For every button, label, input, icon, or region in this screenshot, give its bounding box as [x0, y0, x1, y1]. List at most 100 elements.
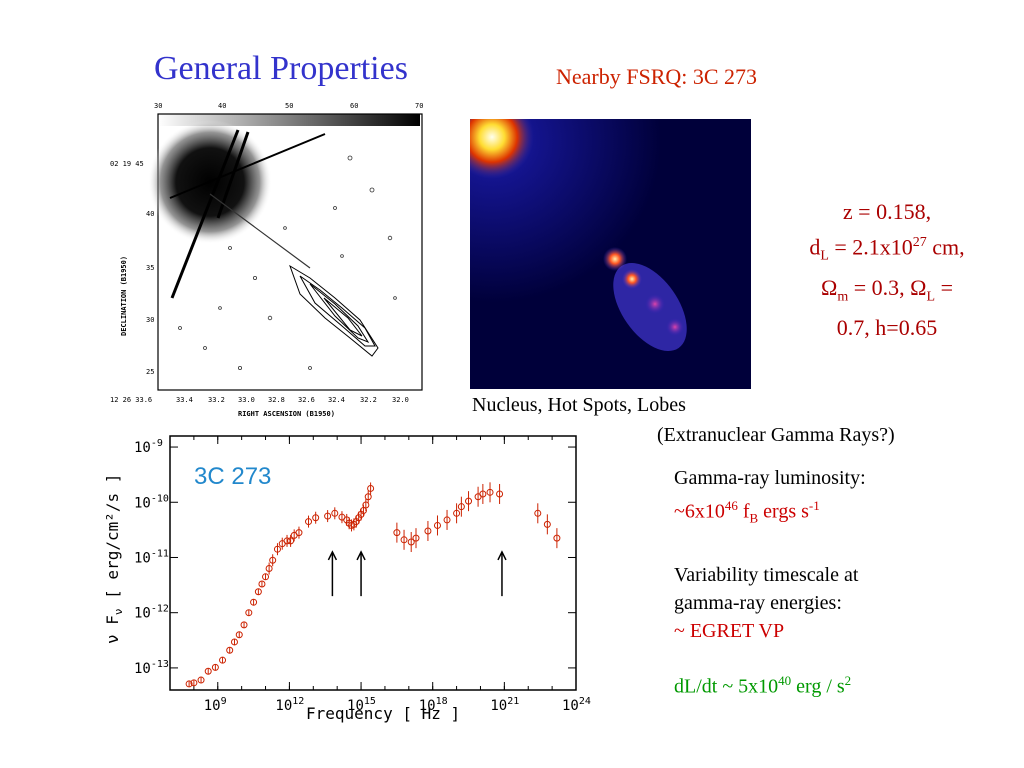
data-point: [185, 680, 193, 688]
ra-tick: 33.4: [176, 396, 193, 404]
data-point: [295, 529, 303, 537]
ra-tick: 32.2: [360, 396, 377, 404]
y-tick-label: 10-10: [134, 493, 169, 511]
y-axis-label-sub: ν: [112, 608, 125, 615]
data-point: [412, 534, 420, 542]
arrow-head: [497, 550, 507, 561]
y-axis-label-rest: [ erg/cm²/s ]: [103, 474, 122, 609]
dec-tick: 25: [146, 368, 154, 376]
dldt-value: dL/dt ~ 5x1040 erg / s2: [674, 672, 852, 698]
gamma-luminosity-label: Gamma-ray luminosity:: [674, 467, 866, 489]
ra-tick: 32.6: [298, 396, 315, 404]
x-tick-label: 1012: [275, 696, 304, 714]
xray-image: [470, 119, 751, 389]
colorbar-tick: 50: [285, 102, 293, 110]
data-point: [357, 510, 365, 518]
image-caption: Nucleus, Hot Spots, Lobes: [472, 394, 686, 416]
variability-line: Variability timescale at: [674, 563, 859, 586]
redshift-line: z = 0.158,: [842, 199, 932, 224]
data-point: [553, 534, 561, 542]
ra-tick: 33.0: [238, 396, 255, 404]
dec-tick: 02 19 45: [110, 160, 144, 168]
data-points: [185, 482, 561, 688]
x-axis-ticks: 109 1012 1015 1018 1021 1024: [204, 436, 591, 714]
diffraction-spike: [169, 133, 326, 199]
data-point: [534, 509, 542, 517]
data-point: [269, 556, 277, 564]
data-point: [345, 519, 353, 527]
diffraction-spike: [209, 193, 311, 269]
radio-map-frame: [157, 113, 423, 391]
luminosity-distance-line: dL = 2.1x1027 cm,: [809, 234, 965, 264]
data-point: [211, 663, 219, 671]
jet-contours: [289, 264, 379, 357]
slide-subtitle: Nearby FSRQ: 3C 273: [556, 64, 758, 89]
data-point: [453, 509, 461, 517]
data-point: [262, 573, 270, 581]
xray-hotspot: [603, 247, 627, 271]
colorbar-tick: 60: [350, 102, 358, 110]
data-point: [258, 580, 266, 588]
dec-tick: 40: [146, 210, 154, 218]
x-axis-label: Frequency [ Hz ]: [306, 704, 460, 723]
gamma-luminosity-value: ~6x1046 fB ergs s-1: [674, 498, 820, 526]
minor-ticks: [169, 436, 577, 690]
data-point: [400, 536, 408, 544]
data-point: [457, 503, 465, 511]
xray-nucleus: [470, 119, 534, 179]
data-point: [443, 516, 451, 524]
ra-tick: 32.0: [392, 396, 409, 404]
cosmology-parameters: z = 0.158, dL = 2.1x1027 cm, Ωm = 0.3, Ω…: [772, 196, 1002, 343]
ra-tick: 32.4: [328, 396, 345, 404]
x-tick-label: 1018: [419, 696, 448, 714]
data-point: [312, 514, 320, 522]
data-point: [197, 676, 205, 684]
y-axis-label-nu: ν F: [103, 615, 122, 644]
omega-line: Ωm = 0.3, ΩL =: [820, 274, 953, 305]
data-point: [496, 490, 504, 498]
data-point: [362, 501, 370, 509]
data-point: [486, 488, 494, 496]
data-point: [250, 598, 258, 606]
data-point: [204, 667, 212, 675]
data-point: [433, 521, 441, 529]
data-point: [226, 646, 234, 654]
ra-axis-label: RIGHT ASCENSION (B1950): [238, 410, 335, 418]
y-tick-label: 10-13: [134, 659, 169, 677]
x-tick-label: 1015: [347, 696, 376, 714]
y-axis-label: ν Fν [ erg/cm²/s ]: [103, 474, 125, 644]
omega-l-value-line: 0.7, h=0.65: [836, 315, 938, 341]
image-caption-secondary: (Extranuclear Gamma Rays?): [657, 424, 895, 446]
arrows: [327, 550, 507, 597]
data-point: [235, 631, 243, 639]
data-point: [287, 537, 295, 545]
diffraction-spike: [170, 129, 240, 299]
colorbar-tick: 40: [218, 102, 226, 110]
x-tick-label: 1024: [562, 696, 591, 714]
colorbar-tick: 30: [154, 102, 162, 110]
y-axis-ticks: 10-9 10-10 10-11 10-12 10-13: [134, 438, 576, 677]
data-point: [465, 497, 473, 505]
colorbar-tick: 70: [415, 102, 423, 110]
xray-lobe: [666, 318, 684, 336]
data-point: [305, 518, 313, 526]
variability-line: gamma-ray energies:: [674, 591, 842, 614]
xray-lobe: [645, 294, 665, 314]
data-point: [245, 609, 253, 617]
data-point: [230, 638, 238, 646]
data-point: [273, 545, 281, 553]
noise-contours: [178, 155, 397, 370]
data-point: [240, 621, 248, 629]
data-point: [352, 518, 360, 526]
data-point: [364, 493, 372, 501]
y-tick-label: 10-11: [134, 548, 169, 566]
data-point: [407, 538, 415, 546]
y-tick-label: 10-12: [134, 604, 169, 622]
data-point: [479, 490, 487, 498]
data-point: [265, 565, 273, 573]
ra-tick: 32.8: [268, 396, 285, 404]
data-point: [543, 520, 551, 528]
dec-tick: 30: [146, 316, 154, 324]
variability-value: ~ EGRET VP: [674, 619, 785, 642]
data-point: [219, 656, 227, 664]
